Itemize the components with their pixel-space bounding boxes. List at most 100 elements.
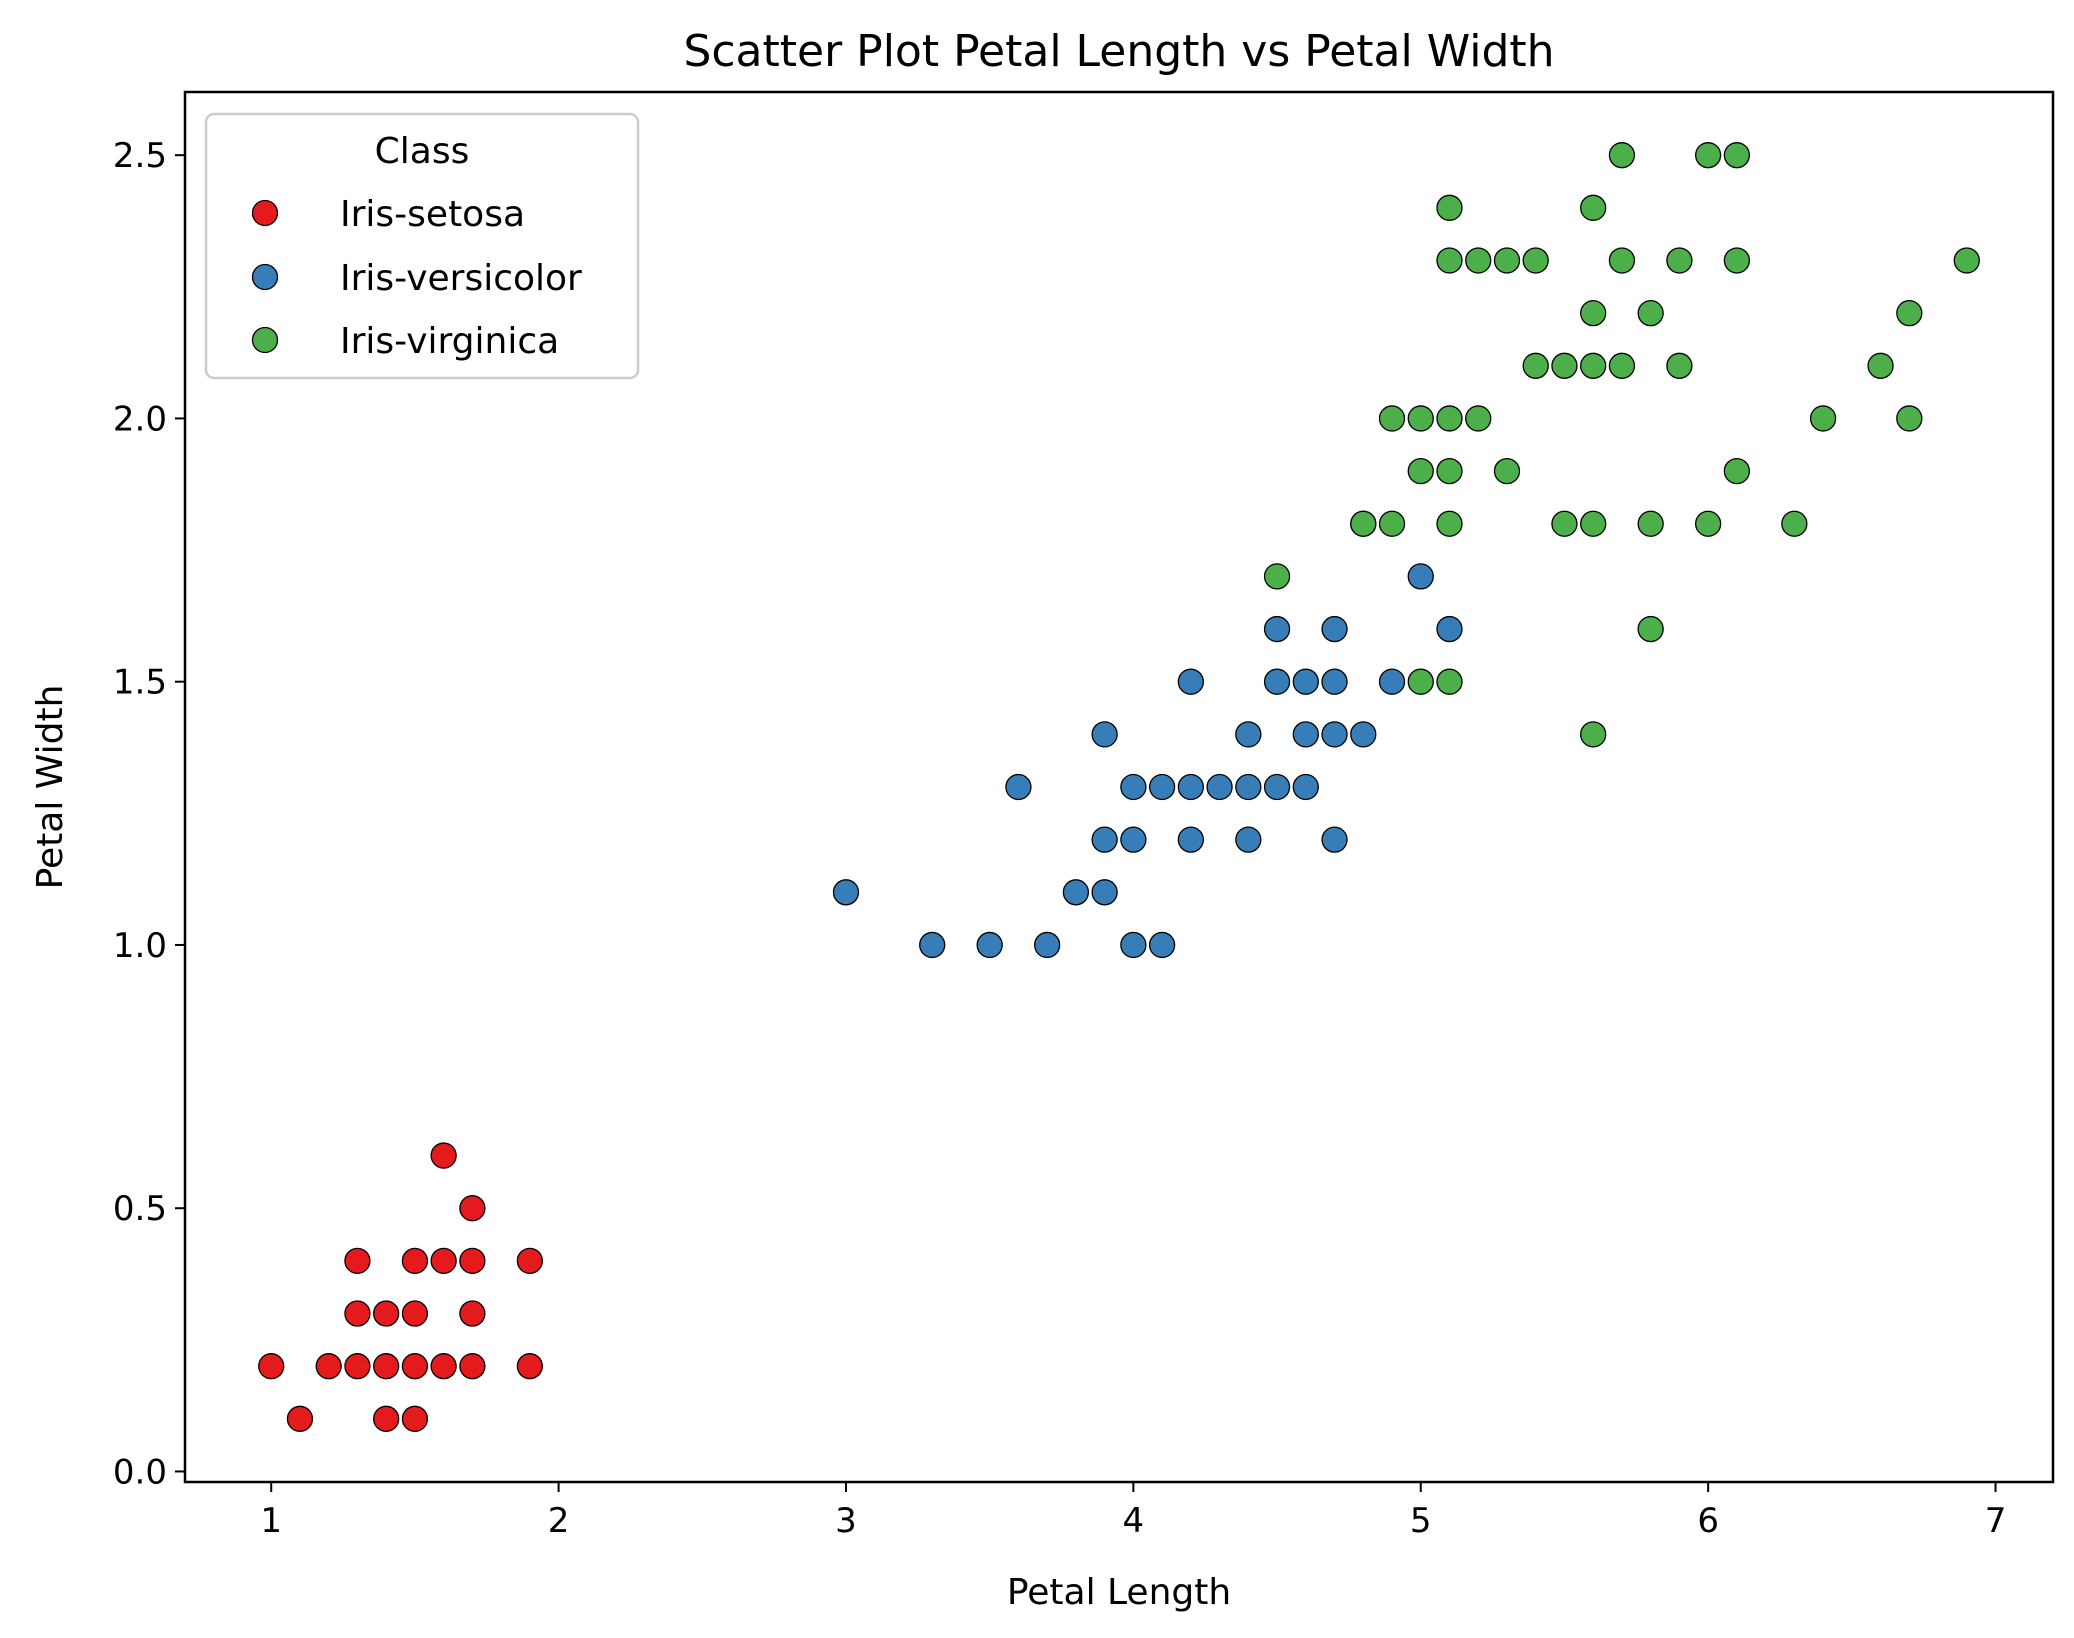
point-iris-setosa-16	[459, 1353, 486, 1380]
point-iris-setosa-2	[315, 1353, 342, 1380]
point-iris-virginica-17	[1522, 352, 1549, 379]
point-iris-versicolor-10	[1120, 826, 1147, 853]
point-iris-virginica-43	[1896, 299, 1923, 327]
point-iris-versicolor-24	[1292, 773, 1319, 801]
point-iris-virginica-28	[1608, 142, 1636, 169]
point-iris-virginica-20	[1551, 352, 1578, 379]
point-iris-versicolor-27	[1321, 826, 1348, 853]
point-iris-setosa-8	[373, 1300, 400, 1327]
point-iris-virginica-25	[1580, 194, 1607, 221]
point-iris-setosa-11	[401, 1300, 429, 1327]
series-iris-virginica	[1263, 142, 1980, 748]
point-iris-versicolor-7	[1091, 826, 1118, 853]
point-iris-virginica-40	[1809, 405, 1837, 432]
point-iris-virginica-5	[1407, 457, 1434, 485]
points-layer	[258, 142, 1980, 1432]
point-iris-virginica-7	[1436, 668, 1463, 695]
point-iris-virginica-14	[1465, 247, 1492, 274]
x-axis-label: Petal Length	[1007, 1572, 1231, 1613]
point-iris-virginica-27	[1608, 247, 1636, 274]
point-iris-versicolor-11	[1120, 773, 1147, 801]
point-iris-virginica-31	[1637, 299, 1664, 327]
point-iris-versicolor-22	[1263, 668, 1291, 695]
point-iris-versicolor-4	[1034, 931, 1061, 959]
point-iris-virginica-1	[1350, 510, 1377, 537]
legend-marker-iris-virginica	[251, 326, 279, 354]
legend-entry-iris-versicolor: Iris-versicolor	[251, 258, 582, 299]
point-iris-setosa-10	[401, 1353, 429, 1380]
point-iris-versicolor-16	[1177, 668, 1204, 695]
chart-title: Scatter Plot Petal Length vs Petal Width	[683, 26, 1554, 77]
legend-entry-iris-virginica: Iris-virginica	[251, 321, 559, 362]
point-iris-virginica-12	[1436, 194, 1463, 221]
point-iris-versicolor-33	[1378, 668, 1406, 695]
point-iris-virginica-11	[1436, 247, 1463, 274]
point-iris-setosa-12	[401, 1247, 429, 1275]
y-tick-label-3: 1.5	[113, 663, 167, 703]
legend-frame	[204, 112, 640, 380]
legend-entry-iris-setosa: Iris-setosa	[251, 194, 525, 235]
point-iris-virginica-44	[1953, 247, 1980, 274]
point-iris-versicolor-23	[1263, 615, 1291, 643]
point-iris-versicolor-3	[1005, 773, 1032, 801]
point-iris-virginica-16	[1493, 247, 1521, 274]
point-iris-virginica-3	[1378, 405, 1406, 432]
point-iris-versicolor-15	[1177, 773, 1204, 801]
point-iris-virginica-38	[1723, 142, 1751, 169]
point-iris-virginica-41	[1867, 352, 1894, 379]
point-iris-virginica-39	[1781, 510, 1808, 537]
point-iris-versicolor-12	[1148, 931, 1176, 959]
point-iris-virginica-21	[1580, 721, 1607, 748]
point-iris-setosa-20	[516, 1353, 544, 1380]
point-iris-versicolor-34	[1407, 563, 1434, 590]
point-iris-versicolor-18	[1235, 826, 1262, 853]
point-iris-virginica-23	[1580, 352, 1607, 379]
legend-title: Class	[375, 131, 470, 172]
point-iris-virginica-19	[1551, 510, 1578, 537]
x-tick-label-6: 7	[1985, 1501, 2007, 1541]
legend-label-iris-versicolor: Iris-versicolor	[340, 258, 582, 299]
point-iris-virginica-15	[1493, 457, 1521, 485]
point-iris-virginica-32	[1666, 352, 1693, 379]
y-tick-label-0: 0.0	[113, 1452, 167, 1492]
x-tick-label-4: 5	[1410, 1501, 1432, 1541]
point-iris-versicolor-6	[1091, 879, 1118, 906]
y-tick-label-2: 1.0	[113, 926, 167, 966]
x-tick-label-1: 2	[548, 1501, 570, 1541]
point-iris-virginica-4	[1407, 668, 1434, 695]
point-iris-virginica-34	[1694, 510, 1722, 537]
y-tick-label-1: 0.5	[113, 1189, 167, 1229]
point-iris-virginica-18	[1522, 247, 1549, 274]
point-iris-virginica-33	[1666, 247, 1693, 274]
point-iris-virginica-2	[1378, 510, 1406, 537]
point-iris-virginica-13	[1465, 405, 1492, 432]
point-iris-versicolor-19	[1235, 773, 1262, 801]
point-iris-versicolor-29	[1321, 668, 1348, 695]
point-iris-setosa-9	[401, 1405, 429, 1432]
point-iris-versicolor-25	[1292, 721, 1319, 748]
point-iris-virginica-30	[1637, 510, 1664, 537]
point-iris-setosa-15	[430, 1142, 457, 1169]
point-iris-virginica-24	[1580, 299, 1607, 327]
point-iris-virginica-0	[1263, 563, 1291, 590]
point-iris-setosa-0	[258, 1353, 285, 1380]
x-tick-label-0: 1	[260, 1501, 282, 1541]
point-iris-setosa-7	[373, 1353, 400, 1380]
point-iris-virginica-22	[1580, 510, 1607, 537]
legend-label-iris-setosa: Iris-setosa	[340, 194, 525, 235]
point-iris-versicolor-30	[1321, 615, 1348, 643]
point-iris-virginica-9	[1436, 457, 1463, 485]
y-axis: 0.0 0.5 1.0 1.5 2.0 2.5	[113, 136, 185, 1492]
point-iris-virginica-26	[1608, 352, 1636, 379]
legend: Class Iris-setosa Iris-versicolor Iris-v…	[204, 112, 640, 380]
legend-marker-iris-setosa	[251, 199, 279, 227]
point-iris-virginica-8	[1436, 510, 1463, 537]
point-iris-versicolor-26	[1292, 668, 1319, 695]
point-iris-versicolor-8	[1091, 721, 1118, 748]
legend-label-iris-virginica: Iris-virginica	[340, 321, 559, 362]
point-iris-virginica-10	[1436, 405, 1463, 432]
point-iris-virginica-35	[1694, 142, 1722, 169]
x-tick-label-3: 4	[1123, 1501, 1145, 1541]
point-iris-setosa-14	[430, 1247, 457, 1275]
